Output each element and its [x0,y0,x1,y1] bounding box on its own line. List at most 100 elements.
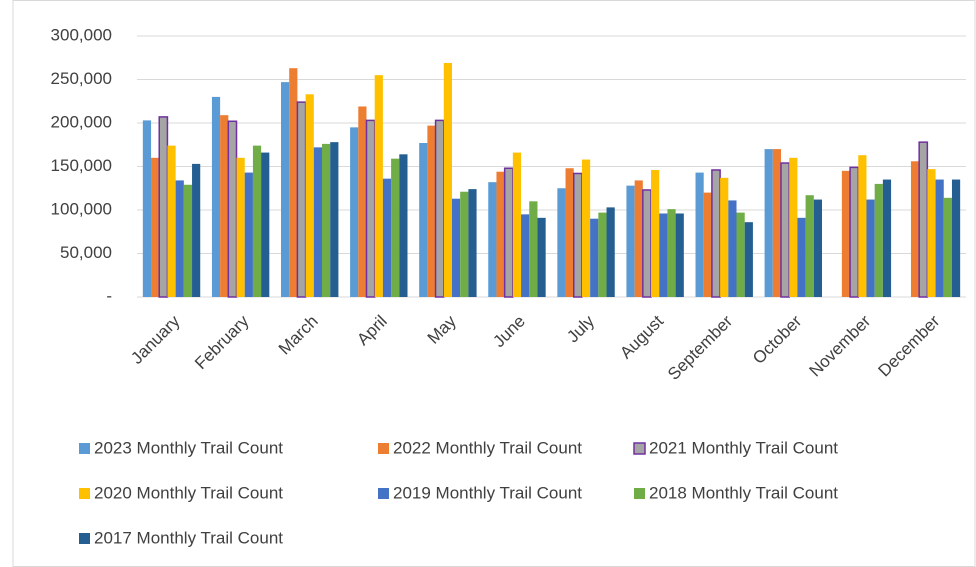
bar [789,157,798,297]
bar [557,188,566,297]
bar [634,180,643,297]
bar [927,169,936,297]
bar [667,209,676,297]
y-tick-label: 250,000 [51,69,112,88]
bar [651,169,660,297]
bar [281,82,290,297]
bar [606,207,615,297]
bar [158,116,169,298]
bar [151,157,160,297]
legend-swatch [378,488,389,499]
bar [142,120,152,297]
bar [910,161,920,297]
bar [289,68,298,297]
bar [330,142,339,297]
bar [374,75,383,298]
bar [211,96,221,298]
bar [167,145,176,297]
bar [772,149,781,297]
bar [365,119,376,298]
bar [780,162,790,298]
bar [565,168,574,297]
bar [935,179,944,297]
y-tick-label: 200,000 [51,112,112,131]
bar [537,217,546,297]
bar [496,171,505,297]
bar [572,172,583,298]
bar [529,201,538,297]
bar [841,170,851,297]
bar [313,147,323,297]
y-tick-label: - [106,286,112,305]
legend-label: 2020 Monthly Trail Count [94,483,283,502]
bar [703,192,712,297]
bar [626,185,635,297]
bar [764,149,773,297]
bar [391,158,400,297]
bar [874,183,883,297]
bar [305,94,314,297]
legend-label: 2017 Monthly Trail Count [94,528,283,547]
bar [460,191,469,297]
bar [866,199,875,297]
bar [858,155,867,297]
bar [350,127,359,297]
bar [252,145,262,297]
y-tick-label: 300,000 [51,25,112,44]
bar [813,199,822,297]
bar [468,189,477,297]
bar [503,167,514,298]
bar [512,152,522,297]
bar [261,152,270,297]
bar [227,120,238,298]
y-tick-label: 150,000 [51,156,112,175]
bar [236,157,245,297]
bar [642,189,652,298]
bar [488,182,497,297]
legend-label: 2019 Monthly Trail Count [393,483,582,502]
bar [720,177,729,297]
bar [943,197,952,297]
bar [728,200,737,297]
bar [192,163,201,297]
bar [581,159,591,297]
bar [419,143,428,297]
legend-label: 2023 Monthly Trail Count [94,438,283,457]
bar [675,213,684,297]
bar [382,178,392,297]
bar [358,106,367,297]
legend-swatch [634,488,645,499]
bar [322,143,331,297]
bar [590,218,599,297]
bar [175,180,184,297]
legend-swatch [79,488,90,499]
bar [951,179,961,297]
bar [797,217,806,297]
bar [918,141,929,298]
legend-swatch [79,533,90,544]
bar [220,115,229,297]
bar [849,166,860,298]
bar [451,198,461,297]
bar [521,214,530,297]
bar [736,212,745,297]
y-tick-label: 100,000 [51,199,112,218]
bar [296,101,307,298]
bar [711,169,721,298]
legend-label: 2022 Monthly Trail Count [393,438,582,457]
bar [244,172,253,297]
bar [434,119,445,298]
bar [399,154,408,297]
bar [744,222,753,297]
bar [659,213,668,297]
legend-label: 2018 Monthly Trail Count [649,483,838,502]
legend-swatch [79,443,90,454]
bar [427,125,436,297]
bar [882,179,892,297]
legend-label: 2021 Monthly Trail Count [649,438,838,457]
bar [805,195,814,297]
bar [598,212,607,297]
bar [443,62,452,297]
legend-swatch [633,442,646,455]
